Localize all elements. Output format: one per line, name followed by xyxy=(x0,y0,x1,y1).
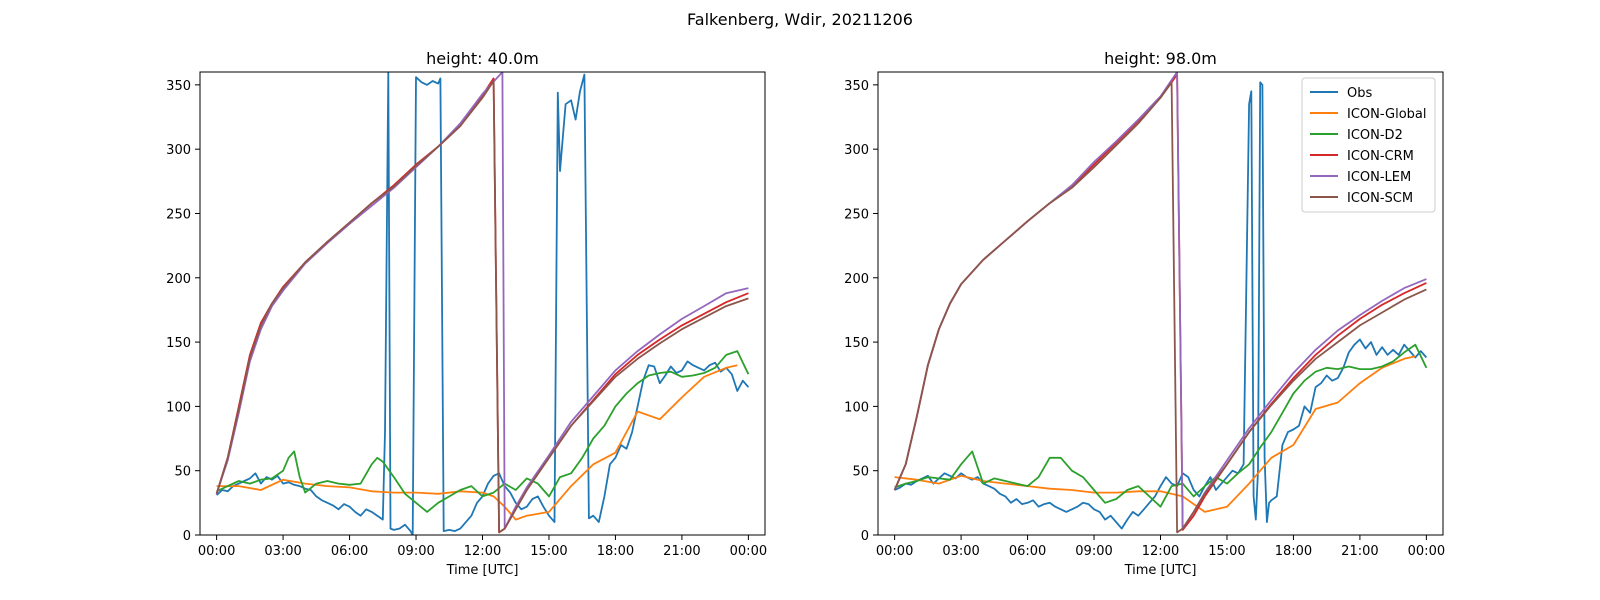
series-line-icon-global xyxy=(216,364,738,521)
legend-label: ICON-SCM xyxy=(1347,191,1413,206)
chart-panel-2: height: 98.0m 00:00 03:00 06:00 09:00 12:00 15… xyxy=(844,49,1445,578)
x-tick-label: 09:00 xyxy=(1075,544,1112,559)
y-tick-label: 50 xyxy=(852,465,869,480)
x-tick-label: 15:00 xyxy=(1208,544,1245,559)
x-tick-label: 03:00 xyxy=(264,544,301,559)
legend-frame xyxy=(1301,77,1436,213)
x-tick-label: 06:00 xyxy=(1009,544,1046,559)
legend-label: Obs xyxy=(1347,86,1372,101)
y-tick-label: 250 xyxy=(166,207,191,222)
series-line-icon-scm xyxy=(893,81,1427,534)
x-axis-label: Time [UTC] xyxy=(446,563,519,578)
x-tick-label: 21:00 xyxy=(663,544,700,559)
y-tick-label: 350 xyxy=(166,79,191,94)
x-tick-label: 18:00 xyxy=(1275,544,1312,559)
x-tick-label: 15:00 xyxy=(530,544,567,559)
panel-title: height: 40.0m xyxy=(426,49,539,68)
x-tick-label: 00:00 xyxy=(730,544,767,559)
y-tick-label: 100 xyxy=(844,400,869,415)
x-axis-label: Time [UTC] xyxy=(1124,563,1197,578)
y-tick-label: 200 xyxy=(844,272,869,287)
series-line-icon-scm xyxy=(215,80,749,534)
legend-label: ICON-CRM xyxy=(1347,149,1414,164)
y-tick-label: 50 xyxy=(174,465,191,480)
x-tick-label: 00:00 xyxy=(876,544,913,559)
figure-title: Falkenberg, Wdir, 20211206 xyxy=(687,10,913,29)
y-tick-label: 0 xyxy=(861,529,869,544)
x-tick-label: 21:00 xyxy=(1341,544,1378,559)
y-tick-label: 350 xyxy=(844,79,869,94)
panel-title: height: 98.0m xyxy=(1104,49,1217,68)
y-tick-label: 150 xyxy=(166,336,191,351)
y-tick-label: 300 xyxy=(844,143,869,158)
y-tick-label: 150 xyxy=(844,336,869,351)
x-tick-label: 12:00 xyxy=(464,544,501,559)
legend-label: ICON-Global xyxy=(1347,107,1427,122)
x-tick-label: 18:00 xyxy=(597,544,634,559)
x-tick-label: 12:00 xyxy=(1142,544,1179,559)
legend: Obs ICON-Global ICON-D2 ICON-CRM ICON-LEM ICO… xyxy=(1301,77,1436,213)
x-tick-label: 00:00 xyxy=(1408,544,1445,559)
y-tick-label: 200 xyxy=(166,272,191,287)
x-tick-label: 00:00 xyxy=(198,544,235,559)
series-line-icon-d2 xyxy=(894,343,1428,508)
series-line-icon-lem xyxy=(215,72,749,530)
y-tick-label: 300 xyxy=(166,143,191,158)
x-tick-label: 09:00 xyxy=(397,544,434,559)
series-group xyxy=(893,72,1428,534)
series-line-icon-global xyxy=(894,355,1416,513)
x-tick-label: 03:00 xyxy=(942,544,979,559)
legend-label: ICON-LEM xyxy=(1347,170,1411,185)
chart-panel-1: height: 40.0m 00:00 03:00 06:00 09:00 12:00 15… xyxy=(166,49,767,578)
series-line-icon-d2 xyxy=(216,350,750,513)
legend-label: ICON-D2 xyxy=(1347,128,1403,143)
series-group xyxy=(215,72,750,535)
x-tick-label: 06:00 xyxy=(331,544,368,559)
y-tick-label: 100 xyxy=(166,400,191,415)
y-tick-label: 0 xyxy=(183,529,191,544)
y-tick-label: 250 xyxy=(844,207,869,222)
series-line-obs xyxy=(215,72,750,535)
